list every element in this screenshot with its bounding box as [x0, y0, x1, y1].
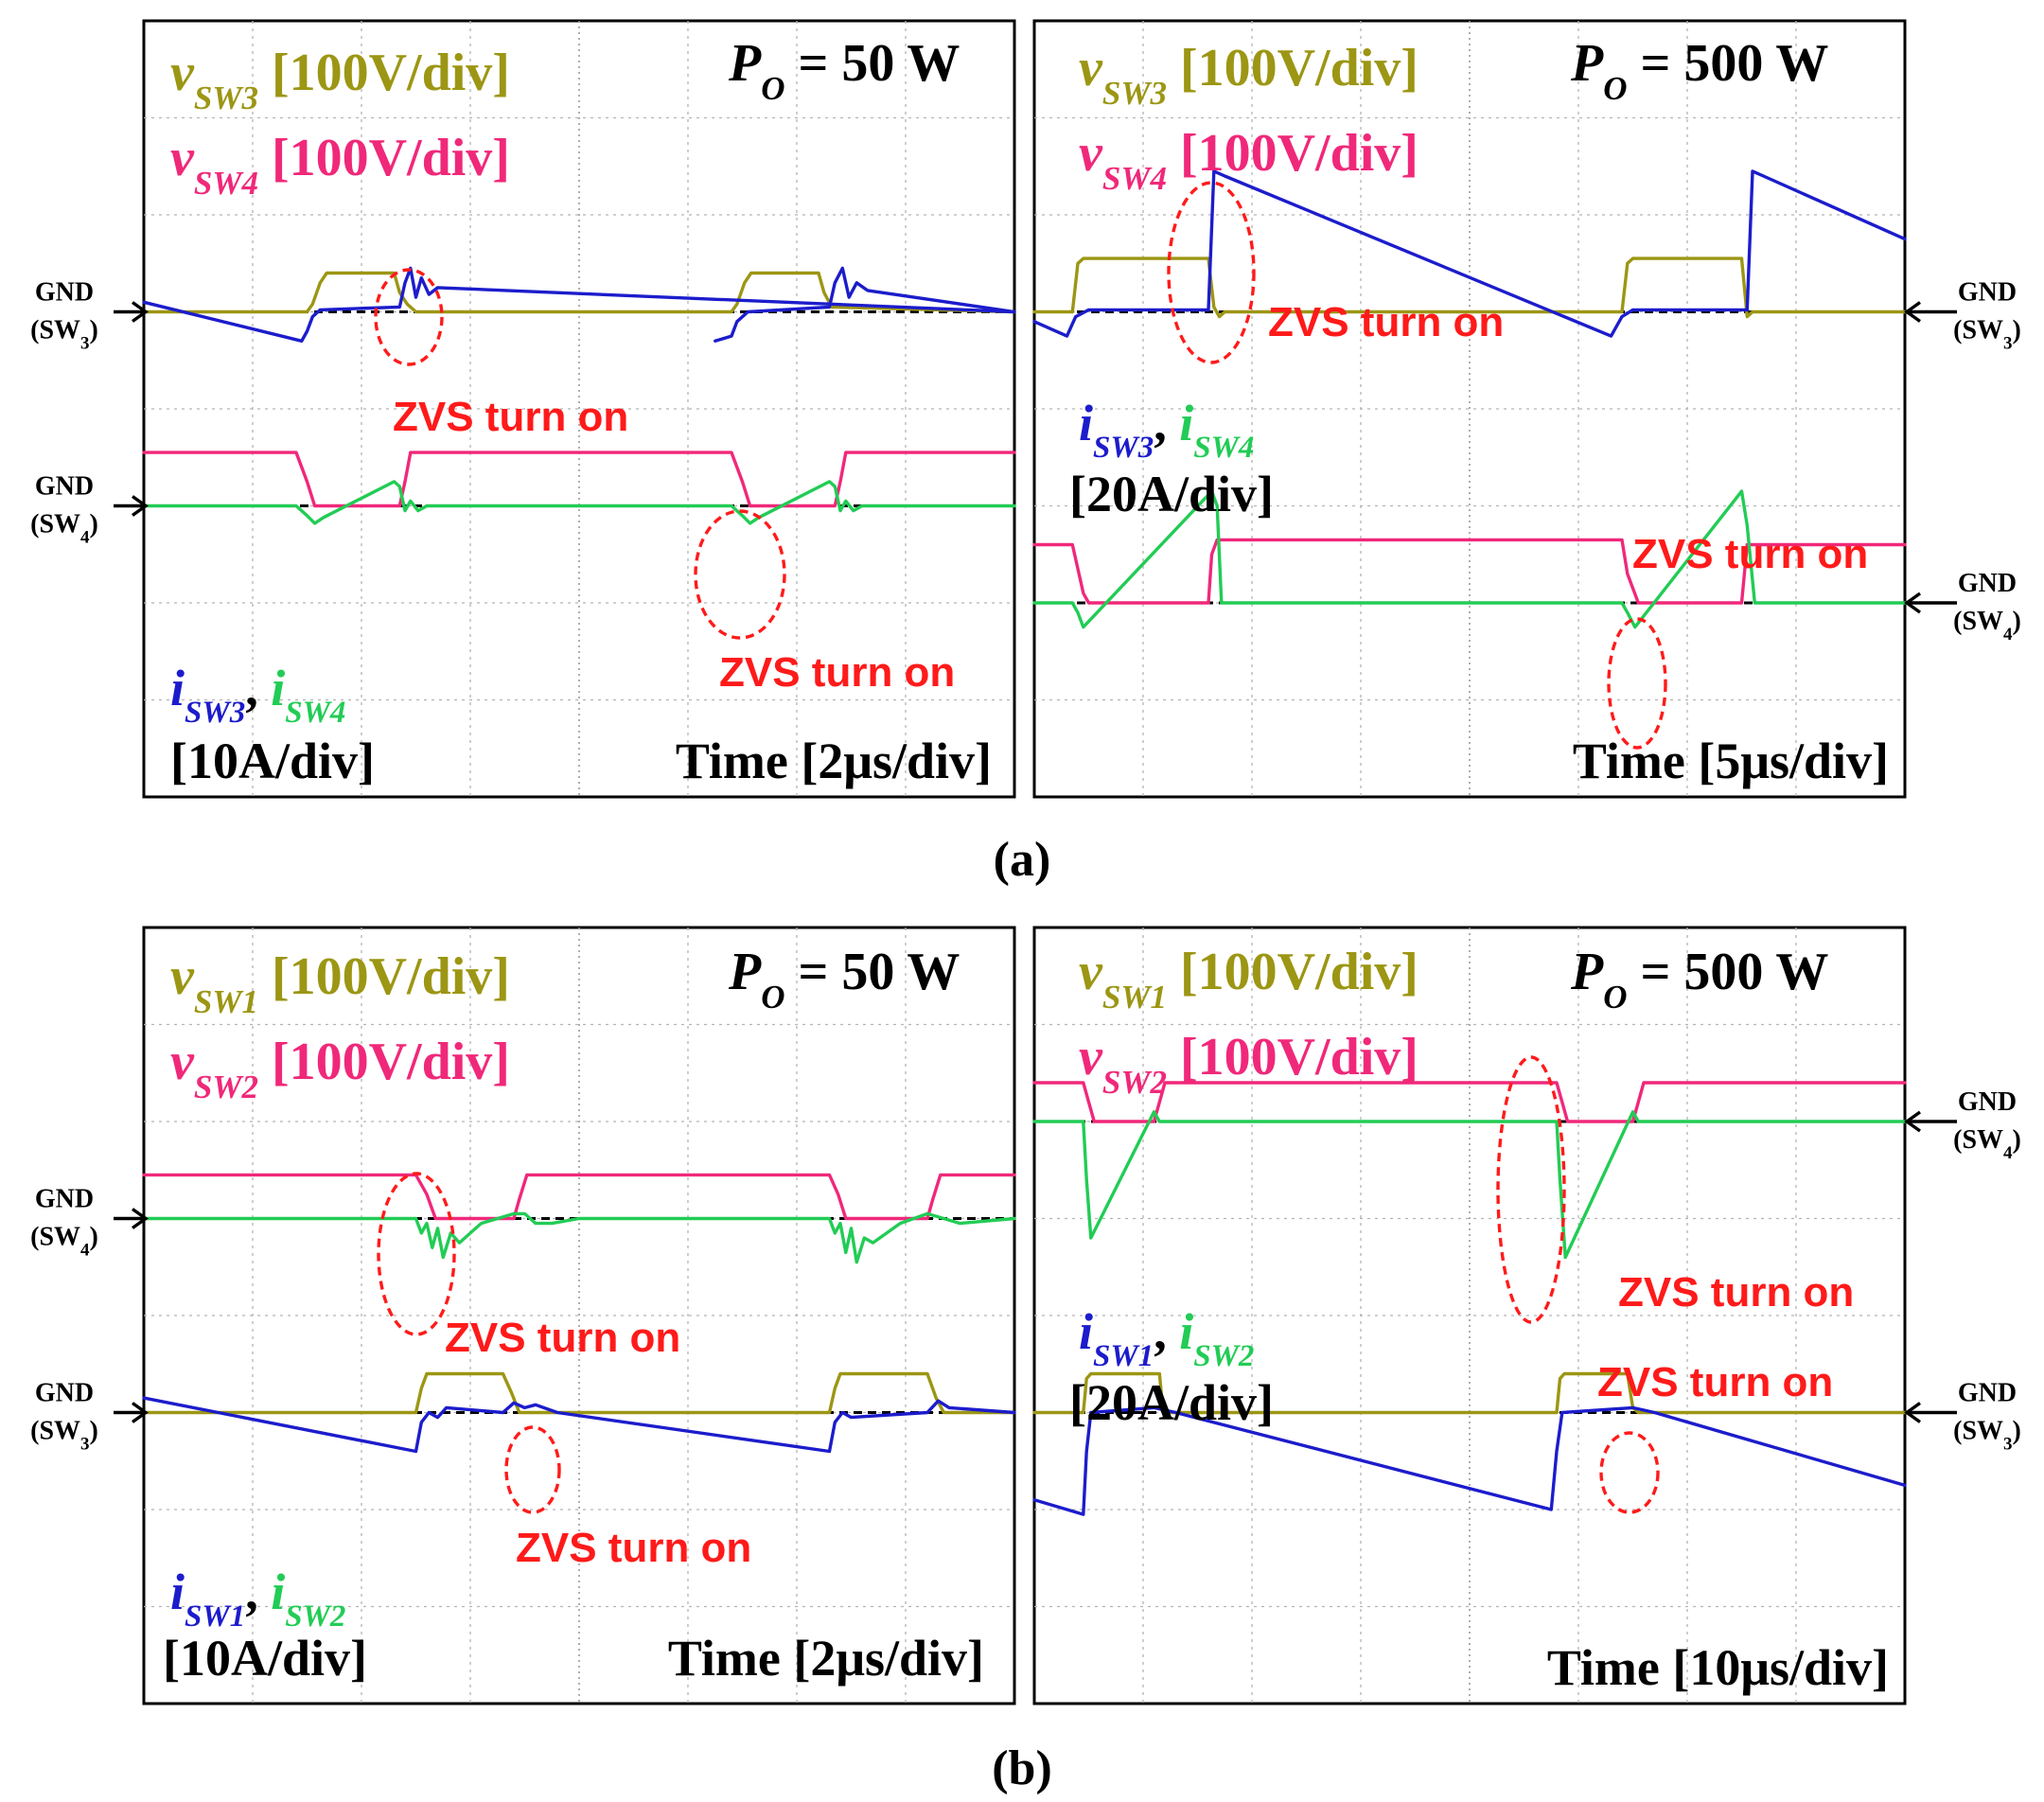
trace-iSW1	[142, 1396, 1016, 1454]
trace-vSW2	[1032, 1081, 1907, 1123]
gnd-switch-label: (SW4)	[30, 1223, 98, 1261]
gnd-arrow-head	[1904, 592, 1921, 614]
time-scale-label: Time [2μs/div]	[676, 733, 992, 789]
power-label: PO = 500 W	[1570, 943, 1828, 1016]
gnd-arrow-head	[1904, 1110, 1921, 1133]
legend-vSW4: vSW4 [100V/div]	[1079, 124, 1418, 197]
trace-vSW1	[142, 1371, 1016, 1415]
trace-vSW2	[142, 1173, 1016, 1221]
zvs-highlight-ellipse	[1607, 617, 1667, 750]
gnd-arrow-head	[1904, 301, 1921, 323]
zvs-label: ZVS turn on	[1597, 1359, 1833, 1405]
gnd-label: GND	[35, 1379, 94, 1408]
scope-panel-a-left: vSW3 [100V/div] vSW4 [100V/div] PO = 50 W i…	[30, 19, 1016, 799]
trace-iSW3	[1032, 169, 1907, 338]
current-scale-label: [20A/div]	[1069, 466, 1274, 522]
gnd-label: GND	[1958, 569, 2017, 598]
grid	[1034, 928, 1905, 1704]
gnd-label: GND	[1958, 1087, 2017, 1117]
zvs-label: ZVS turn on	[1268, 299, 1504, 345]
legend-vSW4: vSW4 [100V/div]	[170, 129, 510, 202]
scope-panel-b-left: vSW1 [100V/div] vSW2 [100V/div] PO = 50 W i…	[30, 926, 1016, 1705]
gnd-switch-label: (SW4)	[30, 510, 98, 548]
gnd-arrow-head	[1904, 1402, 1921, 1423]
gnd-switch-label: (SW4)	[1953, 1125, 2021, 1163]
current-label: iSW1, iSW2	[170, 1564, 345, 1634]
trace-iSW2	[1032, 1110, 1907, 1260]
trace-iSW3	[142, 266, 1016, 343]
trace-iSW4	[142, 480, 1016, 525]
figure-label-a: (a)	[994, 833, 1051, 887]
zvs-label: ZVS turn on	[1632, 531, 1868, 577]
scope-panel-b-right: vSW1 [100V/div] vSW2 [100V/div] PO = 500 W…	[1032, 926, 2021, 1705]
panels-layer: vSW3 [100V/div] vSW4 [100V/div] PO = 50 W i…	[30, 19, 2021, 1705]
gnd-label: GND	[35, 1185, 94, 1214]
gnd-arrow-head	[132, 495, 149, 517]
zvs-label: ZVS turn on	[719, 649, 955, 696]
legend-vSW1: vSW1 [100V/div]	[1079, 943, 1418, 1016]
trace-iSW3-b	[714, 266, 1016, 343]
figure-label-b: (b)	[992, 1741, 1052, 1795]
gnd-switch-label: (SW3)	[1953, 1417, 2021, 1455]
legend-vSW3: vSW3 [100V/div]	[170, 44, 510, 116]
gnd-arrow-head	[132, 1402, 149, 1423]
legend-vSW2: vSW2 [100V/div]	[170, 1033, 510, 1105]
current-label: iSW3, iSW4	[1079, 395, 1254, 465]
zvs-label: ZVS turn on	[393, 394, 628, 440]
trace-iSW2	[142, 1211, 1016, 1264]
legend-vSW1: vSW1 [100V/div]	[170, 947, 510, 1020]
zvs-highlight-ellipse	[1167, 181, 1256, 364]
current-label: iSW3, iSW4	[170, 660, 345, 730]
time-scale-label: Time [5μs/div]	[1573, 733, 1889, 789]
gnd-switch-label: (SW3)	[30, 1417, 98, 1455]
time-scale-label: Time [10μs/div]	[1547, 1639, 1889, 1696]
power-label: PO = 50 W	[728, 943, 960, 1016]
power-label: PO = 50 W	[728, 34, 960, 107]
zvs-highlight-ellipse	[374, 268, 444, 366]
zvs-highlight-ellipse	[1496, 1055, 1566, 1324]
gnd-switch-label: (SW4)	[1953, 607, 2021, 645]
gnd-switch-label: (SW3)	[1953, 316, 2021, 354]
gnd-label: GND	[35, 472, 94, 502]
trace-vSW4	[142, 450, 1016, 508]
zvs-label: ZVS turn on	[516, 1525, 751, 1571]
legend-vSW2: vSW2 [100V/div]	[1079, 1028, 1418, 1101]
current-scale-label: [10A/div]	[163, 1630, 367, 1687]
power-label: PO = 500 W	[1570, 34, 1828, 107]
legend-vSW3: vSW3 [100V/div]	[1079, 39, 1418, 112]
gnd-arrow-head	[132, 301, 149, 323]
zvs-highlight-ellipse	[504, 1425, 561, 1514]
gnd-switch-label: (SW3)	[30, 316, 98, 354]
zvs-label: ZVS turn on	[1618, 1269, 1854, 1316]
gnd-label: GND	[35, 278, 94, 308]
gnd-label: GND	[1958, 278, 2017, 308]
trace-iSW4	[1032, 489, 1907, 629]
trace-vSW3	[142, 271, 1016, 314]
zvs-highlight-ellipse	[694, 509, 786, 640]
current-scale-label: [10A/div]	[170, 733, 375, 789]
trace-vSW1	[1032, 1371, 1907, 1415]
zvs-highlight-ellipse	[1599, 1431, 1660, 1514]
zvs-label: ZVS turn on	[445, 1315, 680, 1361]
scope-panel-a-right: vSW3 [100V/div] vSW4 [100V/div] PO = 500 W…	[1032, 19, 2021, 799]
zvs-highlight-ellipse	[377, 1172, 456, 1336]
trace-iSW1	[1032, 1405, 1907, 1516]
trace-vSW3	[1032, 256, 1907, 319]
current-label: iSW1, iSW2	[1079, 1303, 1254, 1373]
gnd-arrow-head	[132, 1208, 149, 1229]
current-scale-label: [20A/div]	[1069, 1374, 1274, 1431]
time-scale-label: Time [2μs/div]	[668, 1630, 984, 1687]
gnd-label: GND	[1958, 1379, 2017, 1408]
